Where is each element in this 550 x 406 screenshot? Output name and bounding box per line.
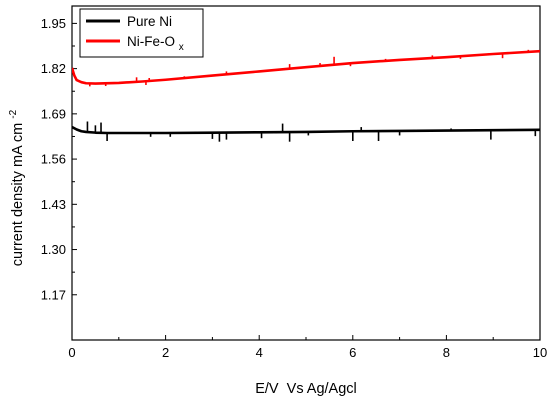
x-tick-label-3: 6 [349,345,356,360]
y-tick-label-3: 1.56 [41,152,66,167]
x-axis-title: E/V Vs Ag/Agcl [255,381,357,397]
x-tick-label-2: 4 [256,345,263,360]
y-tick-label-2: 1.43 [41,197,66,212]
y-tick-label-6: 1.95 [41,16,66,31]
series-line-ni-fe-ox [72,49,540,85]
y-axis-title-superscript: -2 [8,109,19,118]
legend-label-ni-fe-ox-main: Ni-Fe-O [127,34,175,49]
x-tick-label-1: 2 [162,345,169,360]
y-tick-label-4: 1.69 [41,106,66,121]
legend-box [79,8,204,58]
legend-label-ni-fe-ox: Ni-Fe-O x [127,34,184,53]
y-tick-label-0: 1.17 [41,287,66,302]
x-tick-label-4: 8 [443,345,450,360]
legend-label-pure-ni: Pure Ni [127,14,172,29]
y-axis-title: current density mA cm -2 [8,109,26,266]
y-axis-ticks: 1.17 1.30 1.43 1.56 1.69 1.82 1.95 [41,16,77,302]
series-line-pure-ni [72,125,540,135]
y-tick-label-5: 1.82 [41,61,66,76]
y-tick-label-1: 1.30 [41,242,66,257]
series-layer [72,49,540,142]
legend-label-ni-fe-ox-subscript: x [179,42,184,53]
x-tick-label-5: 10 [533,345,547,360]
y-axis-title-main: current density mA cm [10,123,26,266]
x-axis-ticks: 0 2 4 6 8 10 [68,335,547,360]
x-tick-label-0: 0 [68,345,75,360]
legend: Pure Ni Ni-Fe-O x [79,8,204,58]
